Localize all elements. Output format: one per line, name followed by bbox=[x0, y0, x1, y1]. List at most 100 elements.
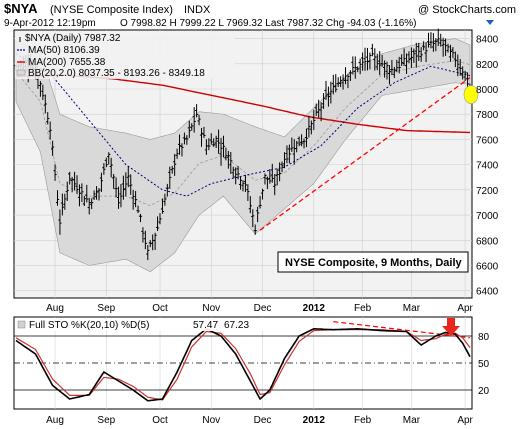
ohlc-bar bbox=[121, 175, 125, 200]
ohlc-bar bbox=[126, 166, 130, 188]
ohlc-bar bbox=[375, 53, 379, 71]
ohlc-bar bbox=[385, 61, 389, 80]
chevron-down-icon[interactable] bbox=[486, 20, 494, 25]
ohlc-bar bbox=[153, 232, 157, 250]
stochastic-y-tick-label: 80 bbox=[478, 332, 490, 343]
ohlc-bar bbox=[134, 190, 138, 208]
x-tick-label: Aug bbox=[46, 415, 64, 426]
stochastic-label: Full STO %K(20,10) %D(5) bbox=[29, 320, 149, 331]
ohlc-bar bbox=[55, 190, 60, 206]
ohlc-bar bbox=[263, 173, 267, 185]
ohlc-bar bbox=[441, 37, 445, 57]
y-tick-label: 7000 bbox=[476, 211, 499, 222]
ohlc-bar bbox=[131, 189, 135, 210]
ohlc-bar bbox=[390, 59, 394, 76]
ohlc-bar bbox=[238, 177, 243, 190]
price-legend: $NYA (Daily) 7987.32 MA(50) 8106.39 MA(2… bbox=[15, 31, 235, 79]
x-tick-label: Nov bbox=[202, 303, 220, 314]
ohlc-bar bbox=[295, 140, 299, 153]
red-arrow-marker bbox=[442, 318, 460, 336]
ohlc-bar bbox=[402, 48, 406, 66]
y-tick-label: 6400 bbox=[476, 287, 499, 298]
y-tick-label: 7800 bbox=[476, 110, 499, 121]
ohlc-bar bbox=[446, 43, 450, 53]
x-tick-label: 2012 bbox=[303, 303, 326, 314]
ohlc-bar bbox=[60, 193, 64, 216]
ohlc-bar bbox=[53, 164, 57, 181]
ohlc-bar bbox=[216, 129, 221, 154]
ohlc-bar bbox=[278, 162, 282, 182]
bb-legend-icon bbox=[16, 69, 26, 76]
ohlc-bar bbox=[268, 169, 272, 184]
ohlc-bar bbox=[99, 172, 104, 193]
x-tick-label: Apr bbox=[457, 303, 473, 314]
symbol-title: $NYA bbox=[4, 1, 38, 16]
ohlc-bar bbox=[417, 42, 421, 61]
ohlc-bar bbox=[124, 172, 128, 197]
x-tick-label: Oct bbox=[152, 415, 168, 426]
ohlc-bar bbox=[380, 54, 384, 67]
ohlc-bar bbox=[426, 32, 431, 48]
ohlc-bar bbox=[155, 216, 160, 231]
ohlc-bar bbox=[46, 112, 50, 125]
ohlc-bar bbox=[48, 121, 52, 140]
ohlc-bar bbox=[165, 183, 169, 197]
ohlc-bar bbox=[448, 44, 453, 62]
stochastic-d-value: 67.23 bbox=[224, 320, 249, 331]
ohlc-bar bbox=[290, 137, 294, 152]
x-tick-label: Aug bbox=[46, 303, 64, 314]
ohlc-bar bbox=[361, 52, 365, 71]
ohlc-bar bbox=[260, 188, 265, 200]
ohlc-bar bbox=[112, 173, 116, 189]
x-tick-label: Dec bbox=[254, 415, 272, 426]
x-tick-label: Nov bbox=[202, 415, 220, 426]
x-tick-label: Dec bbox=[254, 303, 272, 314]
ohlc-bar bbox=[214, 135, 218, 149]
ohlc-bar bbox=[348, 70, 352, 81]
ohlc-bar bbox=[248, 196, 252, 214]
ohlc-bar bbox=[282, 152, 287, 169]
ohlc-bar bbox=[119, 184, 123, 208]
y-tick-label: 8200 bbox=[476, 60, 499, 71]
ohlc-bar bbox=[80, 183, 84, 203]
ohlc-bar bbox=[246, 184, 250, 201]
ohlc-bar bbox=[180, 143, 184, 157]
ohlc-bar bbox=[373, 48, 377, 71]
ohlc-bar bbox=[116, 186, 121, 209]
ohlc-bar bbox=[72, 171, 77, 191]
ohlc-bar bbox=[339, 76, 343, 87]
ohlc-bar bbox=[458, 59, 462, 76]
ohlc-bar bbox=[192, 107, 196, 133]
ohlc-bar bbox=[163, 193, 167, 206]
ohlc-bar bbox=[309, 120, 313, 135]
ohlc-bar bbox=[143, 230, 147, 250]
ohlc-bar bbox=[256, 206, 260, 223]
ohlc-bar bbox=[456, 54, 460, 77]
ohlc-bar bbox=[97, 188, 101, 201]
ohlc-bar bbox=[387, 65, 392, 85]
ohlc-bar bbox=[197, 114, 201, 126]
ohlc-bar bbox=[202, 126, 206, 138]
ohlc-bar bbox=[92, 190, 96, 200]
ohlc-bar bbox=[94, 186, 99, 200]
support-trendline bbox=[259, 77, 471, 231]
x-tick-label: Feb bbox=[354, 415, 372, 426]
legend-background bbox=[15, 31, 235, 79]
ohlc-bar bbox=[236, 166, 240, 180]
ohlc-bar bbox=[141, 227, 145, 243]
ohlc-bar bbox=[241, 180, 245, 192]
y-tick-label: 6800 bbox=[476, 236, 499, 247]
stochastic-y-axis: 80 50 20 bbox=[478, 332, 490, 397]
ohlc-bar bbox=[229, 151, 233, 174]
ohlc-bar bbox=[251, 209, 255, 228]
ohlc-bar bbox=[453, 51, 457, 68]
y-tick-label: 7400 bbox=[476, 161, 499, 172]
stochastic-legend-background bbox=[15, 318, 269, 331]
ohlc-bar bbox=[185, 135, 189, 145]
x-tick-label: Oct bbox=[152, 303, 168, 314]
ohlc-bar bbox=[190, 123, 194, 131]
ohlc-bar bbox=[307, 115, 311, 138]
ohlc-bar bbox=[231, 166, 235, 178]
ohlc-bar bbox=[182, 132, 187, 145]
ohlc-bar bbox=[404, 53, 409, 74]
